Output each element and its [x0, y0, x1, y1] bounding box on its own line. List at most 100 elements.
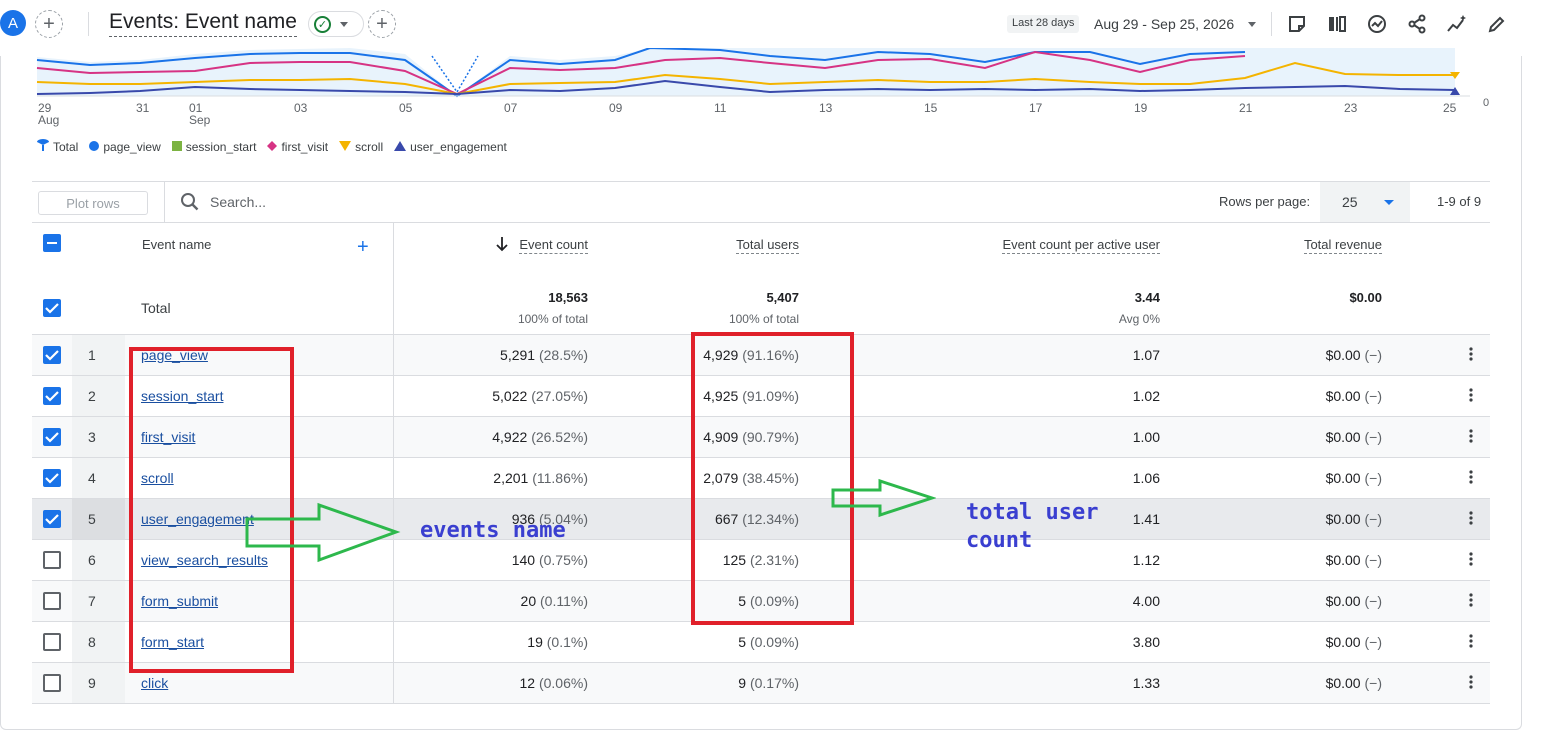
header-total-revenue[interactable]: Total revenue	[1303, 237, 1382, 254]
row-checkbox[interactable]	[43, 346, 61, 364]
event-count-value: 936	[511, 511, 536, 527]
total-users-cell: 4,925 (91.09%)	[703, 388, 799, 404]
insights-icon[interactable]	[1365, 12, 1389, 36]
header-event-count-per-user[interactable]: Event count per active user	[1002, 237, 1160, 254]
row-more-menu-icon[interactable]	[1469, 552, 1477, 569]
legend-item[interactable]: page_view	[89, 139, 161, 154]
table-row[interactable]: 5 user_engagement 936 (5.04%) 667 (12.34%) 1…	[32, 499, 1490, 540]
date-range-chip[interactable]: Last 28 days	[1007, 15, 1080, 33]
row-more-menu-icon[interactable]	[1469, 470, 1477, 487]
row-checkbox[interactable]	[43, 551, 61, 569]
checkmark-icon	[45, 473, 59, 484]
trend-sparkle-icon[interactable]	[1445, 12, 1469, 36]
date-range-text[interactable]: Aug 29 - Sep 25, 2026	[1094, 16, 1235, 32]
row-more-menu-icon[interactable]	[1469, 634, 1477, 651]
header-event-count[interactable]: Event count	[519, 237, 588, 254]
header-total-users[interactable]: Total users	[736, 237, 799, 254]
row-checkbox[interactable]	[43, 387, 61, 405]
legend-item[interactable]: user_engagement	[394, 139, 507, 154]
add-filter-button[interactable]: +	[368, 10, 396, 38]
total-users-value: 2,079	[703, 470, 739, 486]
add-dimension-plus-icon[interactable]: +	[357, 236, 369, 258]
legend-label: session_start	[185, 139, 257, 154]
event-name-link[interactable]: form_start	[141, 634, 205, 650]
edit-pencil-icon[interactable]	[1485, 12, 1509, 36]
legend-marker-icon	[89, 140, 100, 154]
row-checkbox[interactable]	[43, 510, 61, 528]
event-name-link[interactable]: click	[141, 675, 169, 691]
row-more-menu-icon[interactable]	[1469, 388, 1477, 405]
event-name-link[interactable]: page_view	[141, 347, 208, 363]
total-users-pct: (2.31%)	[749, 552, 799, 568]
total-users-pct: (90.79%)	[742, 429, 799, 445]
event-name-link[interactable]: view_search_results	[141, 552, 268, 568]
row-index: 2	[88, 388, 96, 404]
event-count-value: 20	[520, 593, 537, 609]
x-tick-label: 21	[1239, 101, 1253, 115]
table-row[interactable]: 8 form_start 19 (0.1%) 5 (0.09%) 3.80 $0.00 (…	[32, 622, 1490, 663]
row-more-menu-icon[interactable]	[1469, 347, 1477, 364]
x-tick-label: 23	[1344, 101, 1358, 115]
row-more-menu-icon[interactable]	[1469, 429, 1477, 446]
legend-item[interactable]: session_start	[171, 139, 257, 154]
account-avatar[interactable]: A	[0, 10, 26, 36]
per-user-cell: 1.41	[1132, 511, 1160, 527]
per-user-cell: 1.12	[1132, 552, 1160, 568]
event-name-link[interactable]: first_visit	[141, 429, 196, 445]
row-checkbox[interactable]	[43, 633, 61, 651]
chevron-down-icon[interactable]	[1248, 22, 1256, 27]
sort-desc-arrow-icon[interactable]	[495, 236, 509, 257]
user-engagement-end-marker	[1450, 87, 1460, 95]
plot-rows-button[interactable]: Plot rows	[38, 191, 148, 215]
customize-report-icon[interactable]	[1285, 12, 1309, 36]
compare-columns-icon[interactable]	[1325, 12, 1349, 36]
total-users-value: 667	[714, 511, 739, 527]
table-row[interactable]: 1 page_view 5,291 (28.5%) 4,929 (91.16%) 1.0…	[32, 335, 1490, 376]
event-count-cell: 5,291 (28.5%)	[500, 347, 588, 363]
row-checkbox[interactable]	[43, 592, 61, 610]
table-row[interactable]: 6 view_search_results 140 (0.75%) 125 (2.31…	[32, 540, 1490, 581]
legend-label: first_visit	[281, 139, 329, 154]
plus-icon: +	[376, 13, 388, 35]
row-checkbox[interactable]	[43, 428, 61, 446]
row-more-menu-icon[interactable]	[1469, 593, 1477, 610]
series-first-visit	[36, 50, 1246, 96]
legend-item[interactable]: Total	[37, 139, 78, 154]
table-row[interactable]: 4 scroll 2,201 (11.86%) 2,079 (38.45%) 1.06 $…	[32, 458, 1490, 499]
row-index: 1	[88, 347, 96, 363]
x-tick-label: 03	[294, 101, 308, 115]
rows-per-page-value: 25	[1342, 194, 1358, 210]
x-tick-label: 01	[189, 101, 203, 115]
event-name-link[interactable]: form_submit	[141, 593, 219, 609]
row-checkbox[interactable]	[43, 469, 61, 487]
rows-per-page-select[interactable]: 25	[1320, 182, 1410, 222]
event-name-link[interactable]: session_start	[141, 388, 224, 404]
legend-item[interactable]: scroll	[339, 139, 383, 154]
row-more-menu-icon[interactable]	[1469, 675, 1477, 692]
revenue-value: $0.00	[1325, 552, 1361, 568]
annotation-arrow-events	[245, 502, 401, 563]
share-icon[interactable]	[1405, 12, 1429, 36]
report-status-dropdown[interactable]: ✓	[308, 11, 364, 37]
table-row[interactable]: 3 first_visit 4,922 (26.52%) 4,909 (90.79%)…	[32, 417, 1490, 458]
total-revenue: $0.00	[1349, 290, 1382, 305]
total-row-checkbox[interactable]	[43, 299, 61, 317]
event-name-link[interactable]: user_engagement	[141, 511, 254, 527]
page-title[interactable]: Events: Event name	[109, 10, 297, 37]
x-tick-sublabel: Sep	[189, 113, 211, 127]
add-comparison-button[interactable]: +	[35, 10, 63, 38]
x-tick-label: 11	[714, 101, 727, 115]
row-more-menu-icon[interactable]	[1469, 511, 1477, 528]
row-checkbox[interactable]	[43, 674, 61, 692]
event-count-pct: (0.11%)	[540, 593, 588, 609]
table-row[interactable]: 7 form_submit 20 (0.11%) 5 (0.09%) 4.00 $0.00…	[32, 581, 1490, 622]
revenue-cell: $0.00 (−)	[1326, 552, 1382, 568]
total-users-cell: 5 (0.09%)	[738, 634, 799, 650]
legend-item[interactable]: first_visit	[267, 139, 328, 154]
x-tick-label: 15	[924, 101, 938, 115]
event-name-link[interactable]: scroll	[141, 470, 174, 486]
search-input[interactable]	[210, 190, 610, 214]
header-event-name[interactable]: Event name	[142, 237, 212, 252]
select-all-checkbox[interactable]	[43, 234, 61, 252]
table-row[interactable]: 2 session_start 5,022 (27.05%) 4,925 (91.09…	[32, 376, 1490, 417]
